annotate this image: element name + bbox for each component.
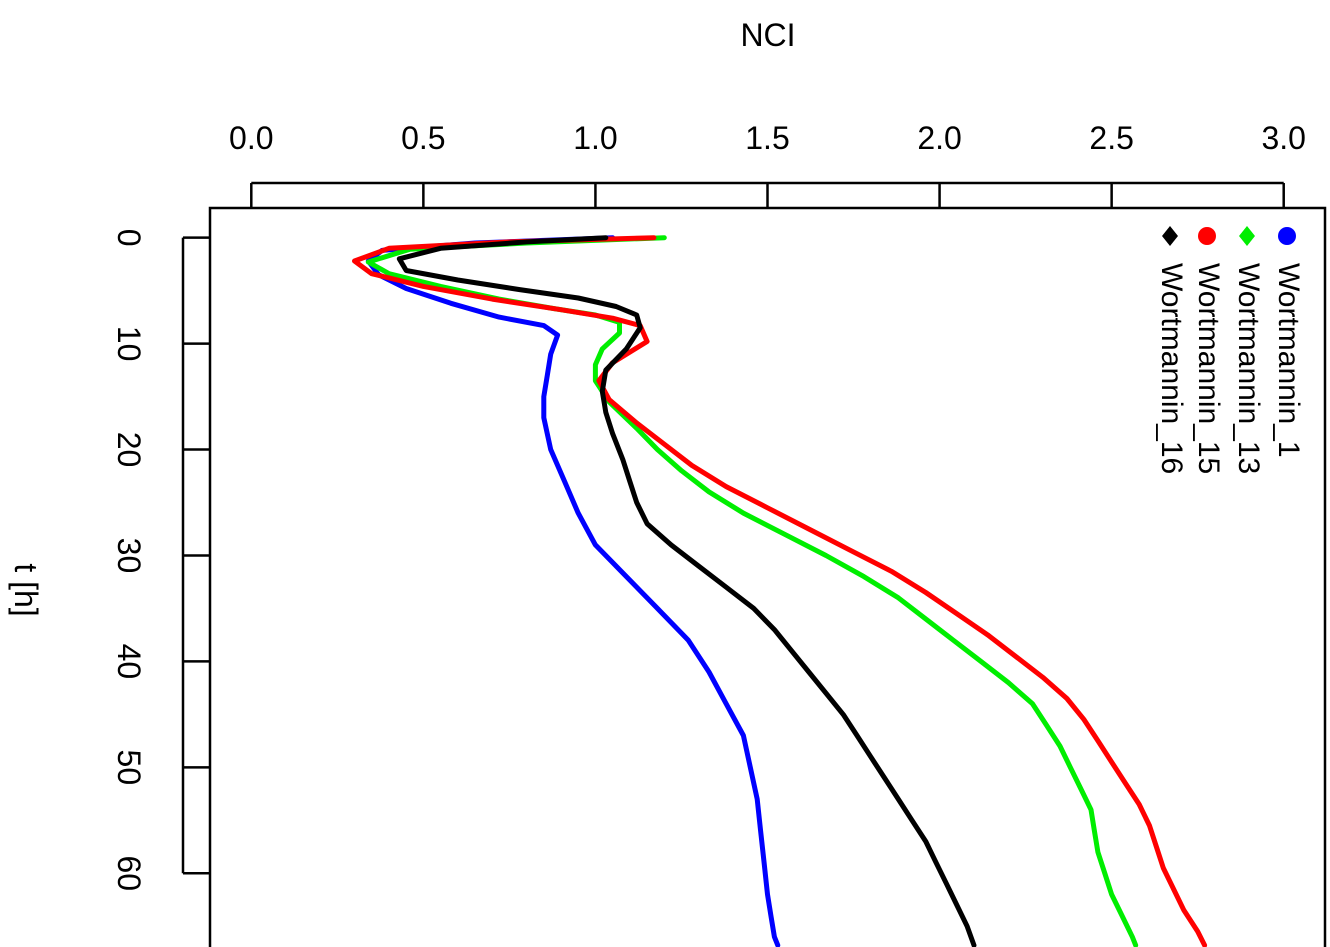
series-line-1 — [365, 235, 781, 947]
series-line-2 — [365, 235, 1139, 947]
y-axis-title: t [h] — [8, 563, 44, 616]
x-tick-label: 0.0 — [229, 120, 273, 156]
y-tick-label: 40 — [111, 644, 147, 680]
legend-label: Wortmannin_1 — [1272, 263, 1305, 458]
x-axis: 0.0 0.5 1.0 1.5 2.0 2.5 3.0 — [229, 120, 1306, 208]
series-line-4 — [396, 235, 977, 947]
series-layer — [352, 235, 1208, 947]
legend-marker — [1162, 226, 1178, 246]
x-tick-label: 1.0 — [573, 120, 617, 156]
y-tick-label: 50 — [111, 750, 147, 786]
y-tick-label: 20 — [111, 432, 147, 468]
series-line-3 — [352, 235, 1208, 947]
x-tick-label: 1.5 — [745, 120, 789, 156]
legend-label: Wortmannin_13 — [1232, 263, 1265, 474]
y-tick-label: 30 — [111, 538, 147, 574]
x-tick-label: 3.0 — [1261, 120, 1305, 156]
legend-marker — [1278, 227, 1296, 245]
x-tick-label: 2.5 — [1089, 120, 1133, 156]
legend-marker — [1239, 226, 1255, 246]
legend-label: Wortmannin_16 — [1155, 263, 1188, 474]
x-tick-label: 2.0 — [917, 120, 961, 156]
y-axis: 0 10 20 30 40 50 60 — [111, 229, 210, 891]
legend-label: Wortmannin_15 — [1192, 263, 1225, 474]
legend: Wortmannin_1Wortmannin_13Wortmannin_15Wo… — [1155, 226, 1305, 474]
y-tick-label: 0 — [111, 229, 147, 247]
x-tick-label: 0.5 — [401, 120, 445, 156]
y-tick-label: 60 — [111, 855, 147, 891]
x-axis-title: NCI — [740, 17, 795, 53]
legend-marker — [1198, 227, 1216, 245]
y-tick-label: 10 — [111, 326, 147, 362]
